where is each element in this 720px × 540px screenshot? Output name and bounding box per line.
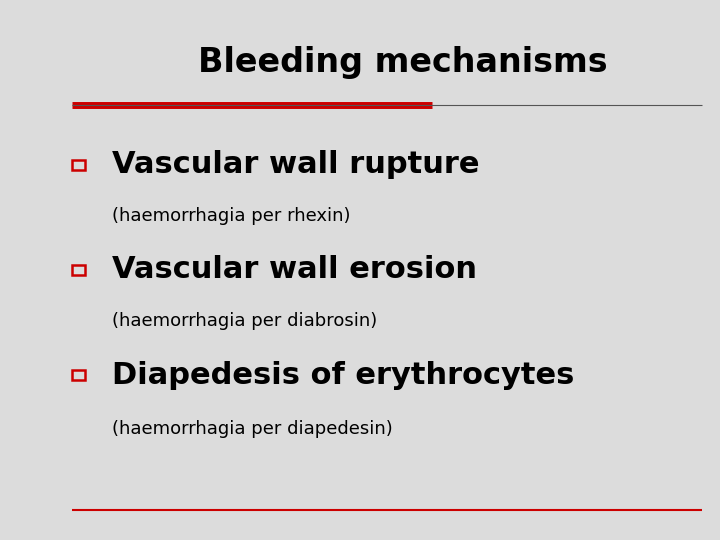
Text: Bleeding mechanisms: Bleeding mechanisms [199, 45, 608, 79]
FancyBboxPatch shape [72, 265, 85, 275]
Text: Vascular wall rupture: Vascular wall rupture [112, 150, 479, 179]
Text: (haemorrhagia per diabrosin): (haemorrhagia per diabrosin) [112, 312, 377, 330]
FancyBboxPatch shape [72, 370, 85, 380]
Text: (haemorrhagia per rhexin): (haemorrhagia per rhexin) [112, 207, 350, 225]
Text: Vascular wall erosion: Vascular wall erosion [112, 255, 477, 285]
FancyBboxPatch shape [72, 160, 85, 170]
Text: Diapedesis of erythrocytes: Diapedesis of erythrocytes [112, 361, 574, 390]
Text: (haemorrhagia per diapedesin): (haemorrhagia per diapedesin) [112, 420, 392, 438]
